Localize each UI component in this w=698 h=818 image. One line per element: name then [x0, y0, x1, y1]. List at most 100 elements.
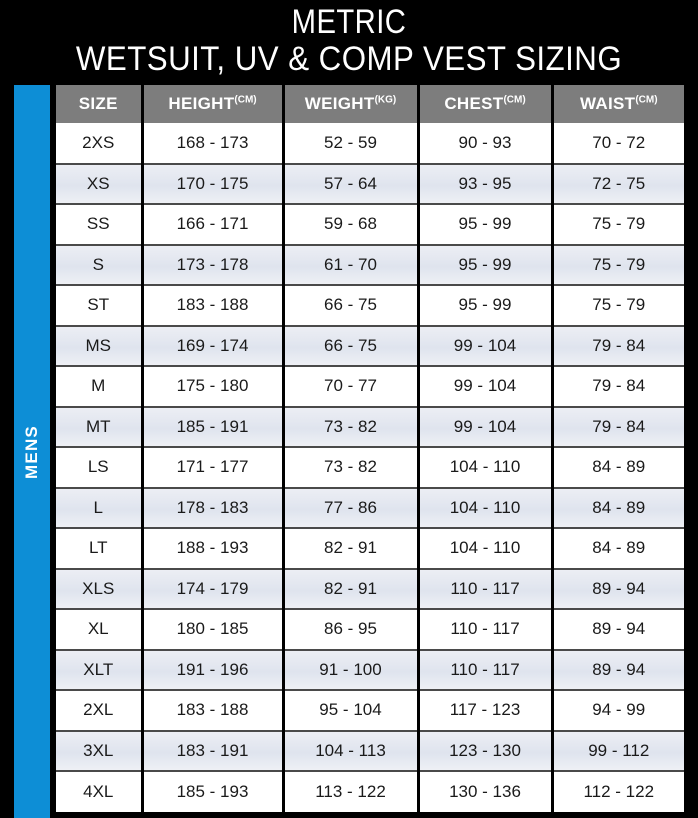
page-title-secondary: WETSUIT, UV & COMP VEST SIZING	[75, 40, 623, 78]
table-row: MS 169 - 174 66 - 75 99 - 104 79 - 84	[56, 325, 684, 367]
column-header-waist-label: WAIST	[579, 94, 636, 113]
cell-weight: 52 - 59	[283, 123, 420, 165]
cell-height: 183 - 188	[142, 690, 285, 732]
cell-waist: 79 - 84	[552, 366, 684, 408]
column-header-height-label: HEIGHT	[168, 94, 235, 113]
cell-chest: 104 - 110	[418, 528, 554, 570]
cell-weight: 86 - 95	[283, 609, 420, 651]
cell-waist: 89 - 94	[552, 609, 684, 651]
table-row: LS 171 - 177 73 - 82 104 - 110 84 - 89	[56, 447, 684, 489]
cell-waist: 84 - 89	[552, 487, 684, 529]
cell-size: MS	[56, 325, 144, 367]
cell-waist: 89 - 94	[552, 649, 684, 691]
column-header-size-label: SIZE	[78, 94, 118, 113]
cell-size: 2XL	[56, 690, 144, 732]
cell-size: XS	[56, 163, 144, 205]
column-header-chest-label: CHEST	[444, 94, 504, 113]
table-row: XS 170 - 175 57 - 64 93 - 95 72 - 75	[56, 163, 684, 205]
cell-height: 171 - 177	[142, 447, 285, 489]
cell-chest: 99 - 104	[418, 325, 554, 367]
cell-chest: 117 - 123	[418, 690, 554, 732]
table-row: 4XL 185 - 193 113 - 122 130 - 136 112 - 122	[56, 771, 684, 812]
cell-chest: 110 - 117	[418, 649, 554, 691]
cell-waist: 84 - 89	[552, 528, 684, 570]
column-header-waist-unit: (CM)	[635, 94, 658, 106]
cell-chest: 95 - 99	[418, 204, 554, 246]
column-header-height-unit: (CM)	[234, 94, 257, 106]
cell-height: 173 - 178	[142, 244, 285, 286]
cell-size: 4XL	[56, 771, 144, 812]
table-row: L 178 - 183 77 - 86 104 - 110 84 - 89	[56, 487, 684, 529]
cell-waist: 94 - 99	[552, 690, 684, 732]
cell-height: 183 - 188	[142, 285, 285, 327]
table-row: XL 180 - 185 86 - 95 110 - 117 89 - 94	[56, 609, 684, 651]
page-title-primary: METRIC	[291, 3, 407, 41]
column-header-size: SIZE	[56, 85, 144, 123]
cell-size: 3XL	[56, 730, 144, 772]
cell-size: ST	[56, 285, 144, 327]
column-header-chest-unit: (CM)	[503, 94, 526, 106]
cell-weight: 77 - 86	[283, 487, 420, 529]
table-row: SS 166 - 171 59 - 68 95 - 99 75 - 79	[56, 204, 684, 246]
cell-size: S	[56, 244, 144, 286]
cell-chest: 123 - 130	[418, 730, 554, 772]
column-header-weight-label: WEIGHT	[304, 94, 375, 113]
cell-weight: 73 - 82	[283, 406, 420, 448]
sizing-table: SIZE HEIGHT(CM) WEIGHT(KG) CHEST(CM) WAI…	[56, 85, 684, 812]
table-row: M 175 - 180 70 - 77 99 - 104 79 - 84	[56, 366, 684, 408]
column-header-waist: WAIST(CM)	[552, 85, 684, 123]
table-row: S 173 - 178 61 - 70 95 - 99 75 - 79	[56, 244, 684, 286]
cell-height: 174 - 179	[142, 568, 285, 610]
table-header: SIZE HEIGHT(CM) WEIGHT(KG) CHEST(CM) WAI…	[56, 85, 684, 123]
cell-chest: 110 - 117	[418, 609, 554, 651]
cell-height: 175 - 180	[142, 366, 285, 408]
table-header-row: SIZE HEIGHT(CM) WEIGHT(KG) CHEST(CM) WAI…	[56, 85, 684, 123]
cell-height: 183 - 191	[142, 730, 285, 772]
cell-waist: 75 - 79	[552, 204, 684, 246]
cell-height: 180 - 185	[142, 609, 285, 651]
cell-waist: 84 - 89	[552, 447, 684, 489]
gender-group-label: MENS	[22, 424, 42, 479]
cell-weight: 57 - 64	[283, 163, 420, 205]
cell-weight: 95 - 104	[283, 690, 420, 732]
column-header-weight-unit: (KG)	[374, 94, 397, 106]
cell-weight: 66 - 75	[283, 285, 420, 327]
cell-weight: 61 - 70	[283, 244, 420, 286]
cell-weight: 91 - 100	[283, 649, 420, 691]
cell-size: MT	[56, 406, 144, 448]
cell-weight: 82 - 91	[283, 528, 420, 570]
cell-height: 185 - 193	[142, 771, 285, 812]
column-header-chest: CHEST(CM)	[418, 85, 554, 123]
chart-title-block: METRIC WETSUIT, UV & COMP VEST SIZING	[0, 4, 698, 78]
cell-size: L	[56, 487, 144, 529]
cell-size: LT	[56, 528, 144, 570]
table-row: ST 183 - 188 66 - 75 95 - 99 75 - 79	[56, 285, 684, 327]
cell-weight: 113 - 122	[283, 771, 420, 812]
column-header-weight: WEIGHT(KG)	[283, 85, 420, 123]
cell-waist: 79 - 84	[552, 325, 684, 367]
table-row: MT 185 - 191 73 - 82 99 - 104 79 - 84	[56, 406, 684, 448]
table-row: 2XS 168 - 173 52 - 59 90 - 93 70 - 72	[56, 123, 684, 165]
cell-height: 169 - 174	[142, 325, 285, 367]
cell-weight: 104 - 113	[283, 730, 420, 772]
cell-size: XL	[56, 609, 144, 651]
cell-waist: 99 - 112	[552, 730, 684, 772]
cell-weight: 59 - 68	[283, 204, 420, 246]
cell-chest: 90 - 93	[418, 123, 554, 165]
cell-chest: 104 - 110	[418, 447, 554, 489]
cell-size: SS	[56, 204, 144, 246]
cell-size: 2XS	[56, 123, 144, 165]
cell-weight: 82 - 91	[283, 568, 420, 610]
cell-size: M	[56, 366, 144, 408]
cell-height: 178 - 183	[142, 487, 285, 529]
cell-height: 185 - 191	[142, 406, 285, 448]
cell-waist: 75 - 79	[552, 244, 684, 286]
cell-height: 188 - 193	[142, 528, 285, 570]
cell-height: 168 - 173	[142, 123, 285, 165]
cell-chest: 99 - 104	[418, 366, 554, 408]
table-row: XLT 191 - 196 91 - 100 110 - 117 89 - 94	[56, 649, 684, 691]
cell-chest: 130 - 136	[418, 771, 554, 812]
cell-chest: 95 - 99	[418, 244, 554, 286]
cell-chest: 104 - 110	[418, 487, 554, 529]
